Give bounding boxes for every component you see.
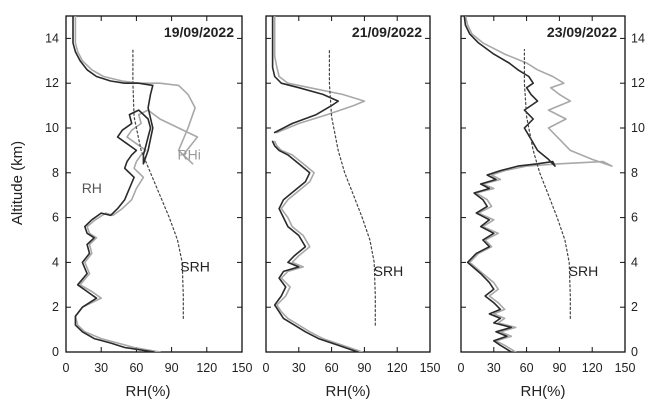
y-tick-label: 14 — [45, 31, 59, 45]
y-tick-label: 2 — [52, 300, 59, 314]
panel-title: 19/09/2022 — [164, 24, 234, 40]
panel-title: 21/09/2022 — [352, 24, 422, 40]
x-tick-label: 30 — [94, 361, 108, 375]
x-axis-label-2: RH(%) — [326, 383, 371, 400]
x-tick-label: 120 — [387, 361, 408, 375]
y-tick-label: 14 — [631, 31, 645, 45]
series-rh-line — [72, 16, 155, 352]
y-tick-label: 0 — [631, 345, 638, 359]
annotation-srh: SRH — [180, 258, 210, 274]
y-tick-label: 6 — [52, 211, 59, 225]
x-tick-label: 60 — [129, 361, 143, 375]
annotation-srh: SRH — [374, 263, 404, 279]
series-rhi-line — [464, 16, 613, 352]
y-tick-label: 10 — [631, 121, 645, 135]
panel-1: 0 30 60 90 120 150 0 2 4 6 8 10 12 14 19/09/2022 RH RHi S… — [45, 15, 253, 375]
series-rh-line — [271, 16, 359, 352]
y-tick-label: 8 — [52, 166, 59, 180]
x-tick-label: 60 — [520, 361, 534, 375]
x-tick-label: 120 — [582, 361, 603, 375]
series-srh-line — [132, 49, 184, 319]
plot-frame — [460, 15, 626, 353]
y-tick-label: 8 — [631, 166, 638, 180]
x-axis-label-1: RH(%) — [126, 383, 171, 400]
y-tick-label: 10 — [45, 121, 59, 135]
annotation-rh: RH — [82, 180, 102, 196]
x-tick-label: 90 — [165, 361, 179, 375]
y-tick-label: 6 — [631, 211, 638, 225]
series-rh-line — [463, 16, 556, 352]
x-axis-label-3: RH(%) — [521, 383, 566, 400]
plot-frame — [265, 15, 431, 353]
x-tick-label: 150 — [420, 361, 441, 375]
x-tick-label: 60 — [325, 361, 339, 375]
series-srh-line — [523, 49, 571, 319]
x-tick-label: 30 — [292, 361, 306, 375]
x-tick-label: 150 — [615, 361, 636, 375]
plot-area — [271, 16, 376, 352]
annotation-srh: SRH — [569, 263, 599, 279]
x-tick-label: 150 — [232, 361, 253, 375]
series-srh-line — [328, 49, 376, 326]
y-tick-label: 0 — [52, 345, 59, 359]
series-rhi-line — [273, 16, 366, 352]
plot-area — [463, 16, 613, 352]
y-tick-label: 12 — [631, 76, 645, 90]
x-tick-label: 120 — [196, 361, 217, 375]
y-tick-label: 4 — [631, 255, 638, 269]
x-tick-label: 90 — [552, 361, 566, 375]
y-axis-label: Altitude (km) — [9, 141, 26, 225]
y-tick-label: 4 — [52, 255, 59, 269]
plot-area — [72, 16, 199, 352]
x-tick-label: 0 — [63, 361, 70, 375]
x-tick-label: 0 — [458, 361, 465, 375]
panel-3: 0 30 60 90 120 150 0 2 4 6 8 10 12 14 23/09/2022 SRH — [458, 15, 645, 375]
panel-2: 0 30 60 90 120 150 21/09/2022 SRH — [263, 15, 441, 375]
y-tick-label: 12 — [45, 76, 59, 90]
annotation-rhi: RHi — [178, 146, 201, 162]
panel-title: 23/09/2022 — [547, 24, 617, 40]
x-tick-label: 0 — [263, 361, 270, 375]
x-tick-label: 90 — [357, 361, 371, 375]
x-tick-label: 30 — [487, 361, 501, 375]
y-tick-label: 2 — [631, 300, 638, 314]
